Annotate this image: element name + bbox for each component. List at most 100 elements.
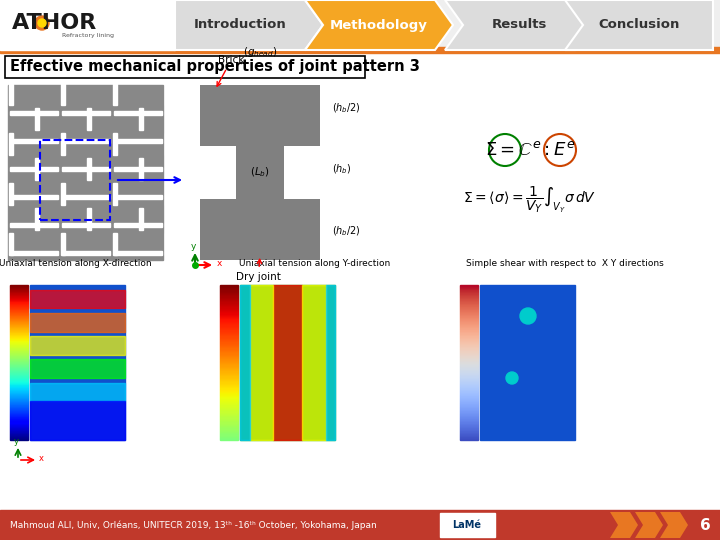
Bar [460,398,478,399]
Bar [10,315,28,316]
Bar [165,183,169,205]
Bar [220,307,238,308]
Bar [220,353,238,354]
Text: Refractory lining: Refractory lining [62,32,114,37]
Bar [62,139,110,143]
Bar [220,365,238,366]
Bar [220,379,238,380]
Bar [460,304,478,305]
Bar [460,301,478,302]
Bar [220,432,238,433]
Bar [460,435,478,436]
Bar [10,405,28,406]
Bar [10,340,28,341]
Bar [10,376,28,377]
Bar [10,367,28,368]
Text: Methodology: Methodology [330,18,428,31]
Bar [10,431,28,432]
Bar [10,319,28,320]
Bar [9,133,13,155]
Bar [220,422,238,423]
Bar [220,399,238,400]
Bar [460,374,478,375]
Bar [220,345,238,346]
Bar [10,364,28,365]
Bar [220,358,238,359]
Bar [10,361,28,362]
Bar [460,393,478,394]
Bar [62,111,110,115]
Bar [139,158,143,180]
Bar [220,326,238,327]
Bar [61,83,65,105]
Bar [220,319,238,320]
Bar [220,392,238,393]
Bar [113,133,117,155]
Bar [10,406,28,407]
Bar [10,370,28,371]
Bar [10,311,28,312]
Bar [220,368,238,369]
Bar [460,333,478,334]
Bar [220,408,238,409]
Polygon shape [635,512,663,538]
Text: Simple shear with respect to  X Y directions: Simple shear with respect to X Y directi… [466,259,664,267]
Bar [460,353,478,354]
Bar [10,356,28,357]
Text: $(L_b)$: $(L_b)$ [250,166,270,179]
Bar [460,285,478,286]
Bar [220,359,238,360]
Bar [460,290,478,291]
Bar [10,354,28,355]
Bar [10,427,28,428]
Bar [10,426,28,427]
Bar [220,299,238,300]
Bar [10,429,28,430]
Circle shape [38,19,46,27]
Bar [10,327,28,328]
Bar [35,158,39,180]
Bar [10,398,28,399]
Bar [165,83,169,105]
Bar [220,438,238,439]
Bar [460,366,478,367]
Bar [191,108,195,130]
Text: y: y [14,437,19,446]
Bar [220,324,238,325]
Bar [10,415,28,416]
Bar [460,317,478,318]
Bar [10,401,28,402]
Bar [220,420,238,421]
Bar [220,321,238,322]
Bar [460,414,478,415]
Bar [10,317,28,318]
Bar [10,355,28,356]
Bar [10,303,28,304]
Bar [10,295,28,296]
Bar [220,297,238,298]
Bar [10,350,28,351]
Bar [40,140,110,220]
Bar [460,294,478,295]
Bar [10,329,28,330]
Bar [274,285,302,440]
Bar [460,397,478,398]
Bar [460,380,478,381]
Polygon shape [610,512,638,538]
Bar [460,338,478,339]
Bar [460,292,478,293]
Bar [220,339,238,340]
Bar [460,363,478,364]
Bar [460,339,478,340]
Bar [10,430,28,431]
Bar [460,323,478,324]
Bar [240,285,335,440]
Bar [460,350,478,351]
Bar [30,285,125,440]
Bar [10,305,28,306]
Bar [10,404,28,405]
Bar [460,370,478,371]
Bar [220,384,238,385]
Bar [460,426,478,427]
Bar [480,285,575,440]
